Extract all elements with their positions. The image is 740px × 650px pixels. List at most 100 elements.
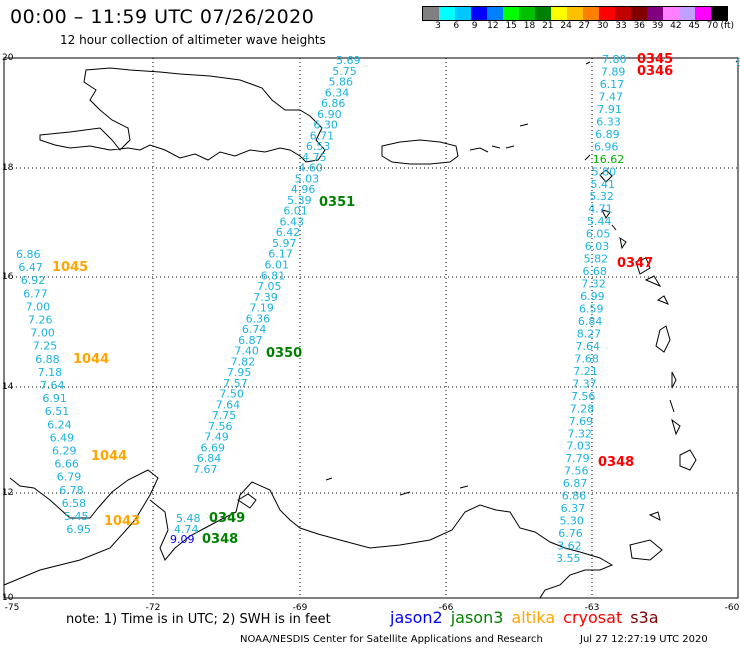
- wave-height-value: 6.03: [585, 240, 610, 253]
- legend-tick-label: 42: [670, 21, 682, 31]
- wave-height-value: 6.58: [62, 497, 87, 510]
- wave-height-value: 6.92: [21, 274, 46, 287]
- wave-height-value: 7.95: [227, 366, 252, 379]
- wave-height-value: 6.79: [57, 471, 82, 484]
- wave-height-value: 6.91: [42, 392, 67, 405]
- wave-height-value: 5.44: [587, 215, 612, 228]
- pass-time-label: 1043: [104, 514, 140, 529]
- wave-height-value: 7.67: [193, 463, 218, 476]
- wave-height-value: 6.74: [242, 323, 267, 336]
- wave-height-value: 6.24: [47, 418, 71, 431]
- legend-swatch: [631, 7, 647, 20]
- legend-swatch: [503, 7, 519, 20]
- legend-swatch: [711, 7, 727, 20]
- wave-height-value: 7.56: [564, 465, 589, 478]
- wave-height-value: 6.76: [558, 527, 583, 540]
- wave-height-value: 6.87: [238, 334, 263, 347]
- pass-time-label: 0346: [637, 64, 673, 79]
- wave-height-value: 6.78: [59, 484, 83, 497]
- wave-height-value: 16.62: [593, 153, 625, 166]
- latitude-label: 14: [2, 382, 14, 392]
- pass-time-label: 0349: [209, 511, 245, 526]
- map-frame: [3, 57, 739, 599]
- legend-tick-label: 24: [560, 21, 572, 31]
- wave-height-value: 3.55: [556, 552, 581, 565]
- lesser-antilles: [584, 154, 697, 471]
- wave-height-value: 5.39: [287, 194, 312, 207]
- wave-height-value: 7.56: [208, 420, 233, 433]
- pass-time-label: 0350: [266, 346, 302, 361]
- wave-height-value: 7.21: [573, 365, 598, 378]
- wave-height-value: 6.69: [201, 441, 226, 454]
- wave-height-value: 7.37: [572, 377, 597, 390]
- longitude-label: -72: [146, 603, 161, 613]
- wave-height-value: 6.84: [578, 315, 603, 328]
- legend-tick-label: 30: [596, 21, 609, 31]
- wave-height-value: 7.89: [601, 65, 626, 78]
- wave-height-value: 4.60: [298, 162, 323, 175]
- wave-height-value: 6: [736, 56, 740, 69]
- wave-height-value: 6.68: [582, 265, 607, 278]
- wave-height-value: 5.03: [295, 172, 320, 185]
- legend-swatch: [487, 7, 503, 20]
- wave-height-value: 7.75: [212, 409, 237, 422]
- legend-swatch: [679, 7, 695, 20]
- wave-height-value: 5.86: [328, 76, 353, 89]
- wave-height-value: 6.86: [16, 248, 41, 261]
- latitude-labels: 20 18 16 14 12 10: [2, 53, 14, 603]
- wave-height-value: 6.47: [18, 261, 43, 274]
- latitude-label: 16: [2, 272, 14, 282]
- longitude-label: -69: [293, 603, 308, 613]
- wave-height-value: 7.80: [602, 53, 627, 66]
- legend-swatch: [423, 7, 439, 20]
- wave-height-value: 5.41: [591, 178, 616, 191]
- wave-height-value: 6.90: [317, 108, 342, 121]
- pass-time-label: 1044: [73, 352, 109, 367]
- wave-height-value: 5.75: [332, 65, 357, 78]
- wave-height-value: 7.00: [30, 327, 55, 340]
- wave-height-value: 7.00: [26, 300, 50, 313]
- wave-height-value: 7.32: [581, 278, 606, 291]
- wave-height-value: 7.68: [574, 352, 599, 365]
- satellite-legend: jason2 jason3 altika cryosat s3a: [390, 608, 667, 627]
- longitude-label: -66: [439, 603, 454, 613]
- legend-tick-label: 3: [435, 21, 441, 31]
- legend-tick-label: 70: [706, 21, 719, 31]
- wave-height-value: 6.96: [594, 140, 619, 153]
- wave-height-value: 7.82: [231, 355, 256, 368]
- pass-time-label: 1045: [52, 260, 88, 275]
- wave-height-value: 7.28: [570, 402, 595, 415]
- wave-height-value: 6.81: [261, 269, 286, 282]
- wave-height-value: 6.29: [52, 445, 77, 458]
- wave-height-value: 7.57: [223, 377, 248, 390]
- wave-height-value: 7.32: [568, 427, 593, 440]
- pass-time-label: 0347: [617, 256, 653, 271]
- wave-height-value: 6.42: [276, 226, 301, 239]
- wave-height-value: 5.82: [584, 253, 609, 266]
- south-america-coast: [3, 469, 614, 599]
- legend-swatch: [663, 7, 679, 20]
- wave-height-value: 6.71: [310, 129, 335, 142]
- legend-tick-label: 39: [651, 21, 664, 31]
- color-legend: [422, 6, 728, 21]
- legend-swatch: [599, 7, 615, 20]
- wave-height-value: 7.79: [565, 452, 590, 465]
- wave-height-value: 6.66: [54, 458, 79, 471]
- satellite-legend-jason2: jason2: [390, 608, 443, 627]
- legend-swatch: [695, 7, 711, 20]
- legend-tick-label: 18: [523, 21, 536, 31]
- wave-height-value: 6.89: [595, 128, 620, 141]
- wave-height-value: 7.47: [599, 90, 624, 103]
- wave-height-value: 6.88: [35, 353, 60, 366]
- wave-height-value: 6.01: [265, 259, 290, 272]
- wave-height-value: 5.45: [64, 510, 89, 523]
- wave-height-value: 7.56: [571, 390, 596, 403]
- legend-tick-label: 33: [615, 21, 627, 31]
- wave-height-value: 6.17: [268, 248, 293, 261]
- wave-height-value: 6.30: [313, 119, 338, 132]
- wave-height-value: 5.30: [559, 515, 584, 528]
- timestamp-text: Jul 27 12:27:19 UTC 2020: [580, 634, 708, 645]
- longitude-label: -63: [585, 603, 600, 613]
- wave-height-value: 7.64: [40, 379, 65, 392]
